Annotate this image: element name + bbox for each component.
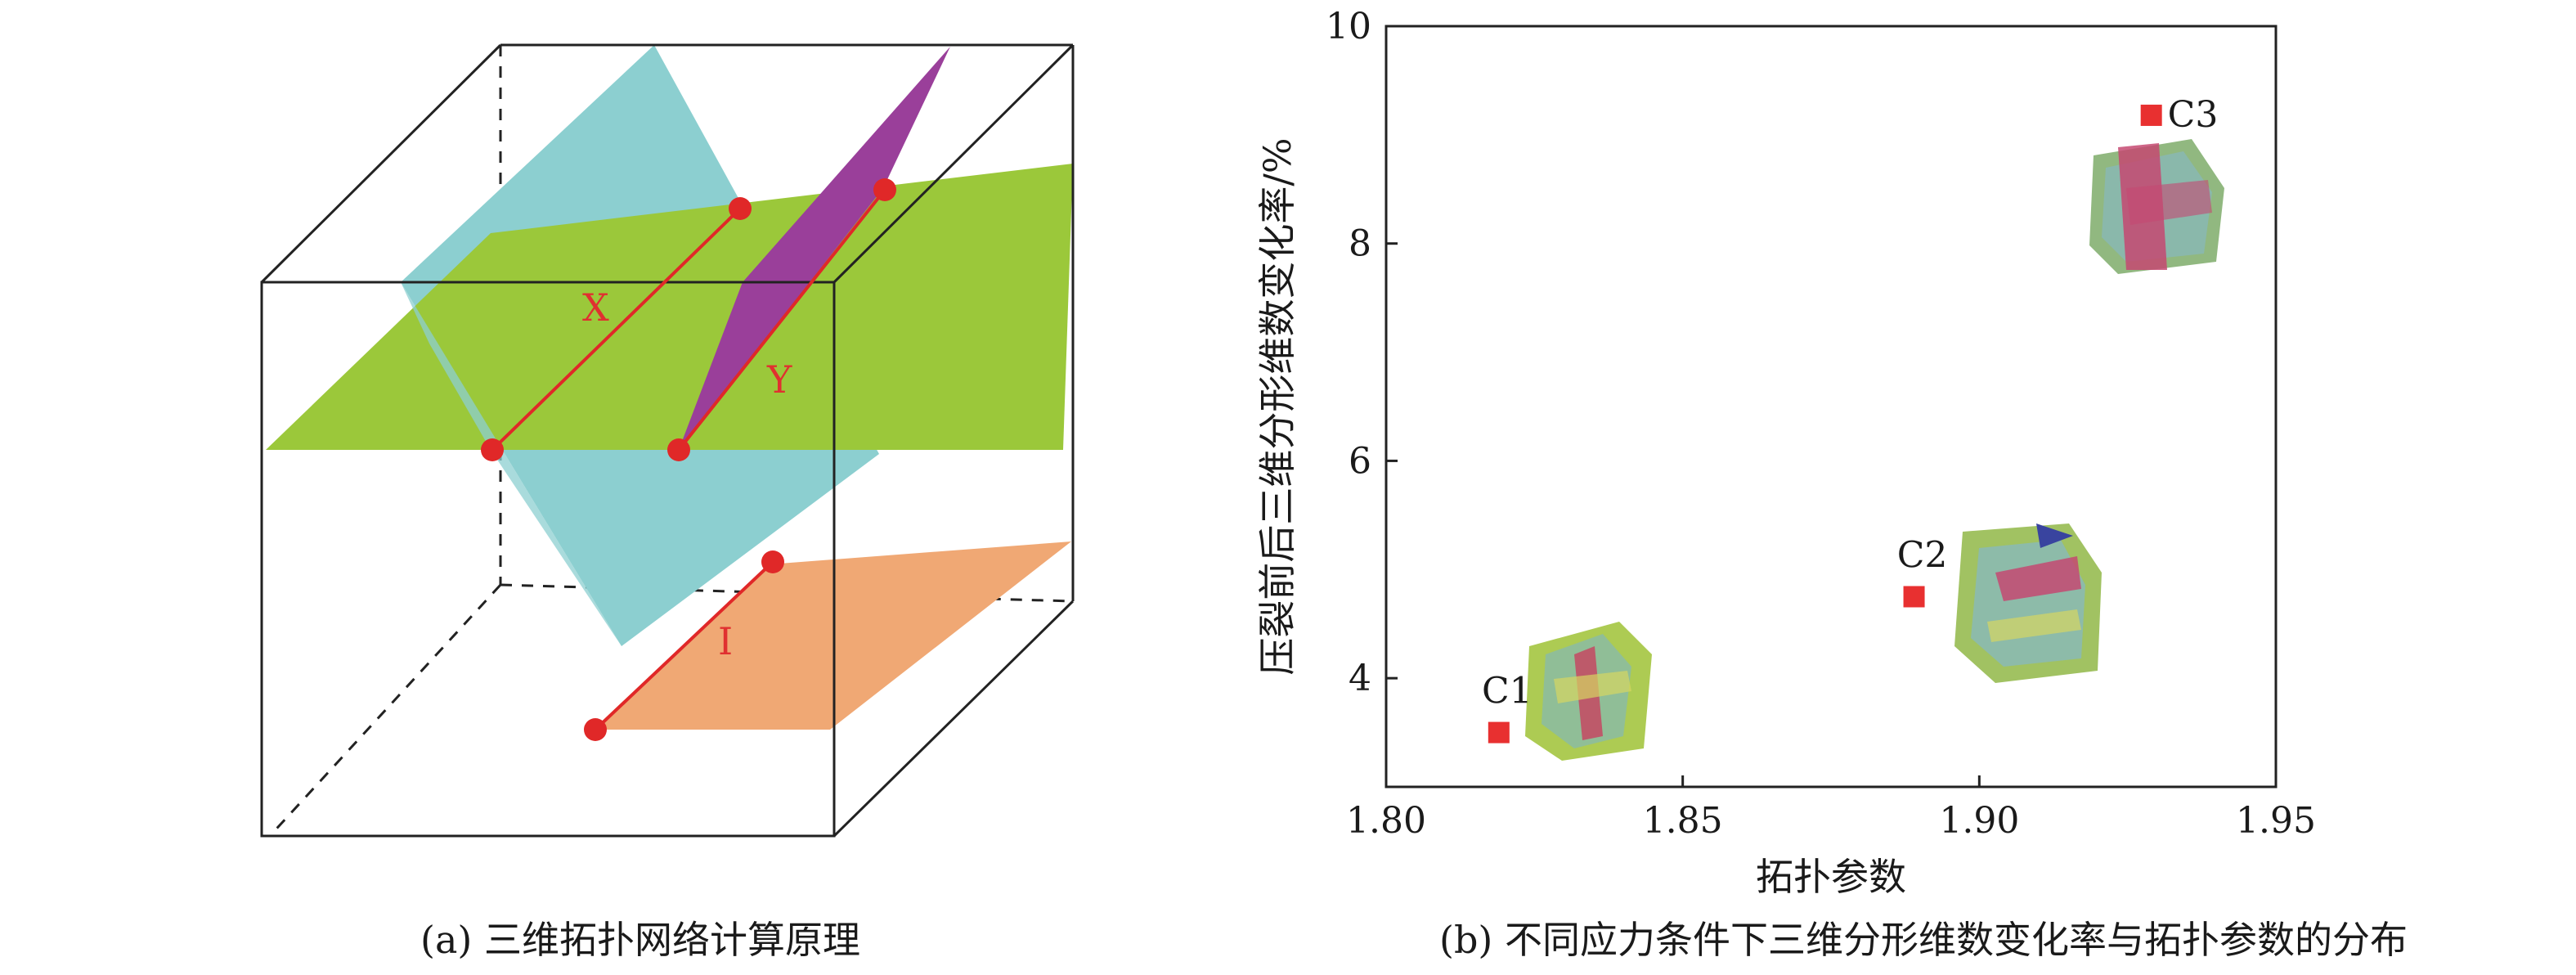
scatter-point-c2 — [1903, 586, 1925, 608]
x-tick-label: 1.80 — [1346, 800, 1426, 842]
panel-b-chart: 4 6 8 10 1.80 1.85 1.90 1.95 C1 C2 C3 拓扑参数 压裂前后三… — [1255, 6, 2316, 899]
orange-plane — [593, 541, 1071, 730]
node — [584, 718, 607, 741]
panel-a-diagram: X Y I — [260, 43, 1075, 838]
plot-frame — [1384, 25, 2278, 789]
caption-b: (b) 不同应力条件下三维分形维数变化率与拓扑参数的分布 — [1439, 918, 2408, 962]
scatter-points: C1 C2 C3 — [1482, 94, 2218, 744]
cyan-plane-front — [401, 282, 622, 646]
caption-a: (a) 三维拓扑网络计算原理 — [420, 918, 860, 962]
cube-edges — [260, 43, 1075, 838]
topology-lines — [491, 188, 886, 731]
node — [873, 178, 896, 201]
green-plane — [266, 164, 1073, 450]
node — [729, 197, 752, 220]
y-tick-label: 10 — [1326, 6, 1371, 47]
x-axis-label: 拓扑参数 — [1756, 855, 1906, 899]
point-label-c3: C3 — [2168, 94, 2219, 136]
node — [667, 438, 690, 461]
line-i — [594, 560, 774, 731]
label-x: X — [582, 285, 609, 330]
point-label-c1: C1 — [1482, 671, 1533, 712]
line-x — [491, 207, 742, 452]
line-y — [677, 188, 886, 452]
node — [761, 550, 784, 573]
x-tick-label: 1.95 — [2236, 800, 2316, 842]
thumbnail-c1 — [1525, 622, 1652, 761]
x-tick-label: 1.90 — [1939, 800, 2019, 842]
y-axis-label: 压裂前后三维分形维数变化率/% — [1255, 137, 1299, 675]
scatter-point-c1 — [1488, 721, 1510, 744]
thumbnail-c2 — [1954, 523, 2102, 683]
label-y: Y — [766, 357, 792, 402]
y-tick-label: 8 — [1349, 223, 1371, 265]
scatter-point-c3 — [2140, 104, 2162, 126]
topology-nodes — [481, 178, 896, 741]
label-i: I — [718, 619, 733, 663]
y-axis: 4 6 8 10 — [1326, 6, 1398, 699]
node — [481, 438, 504, 461]
purple-plane — [679, 47, 950, 450]
x-axis: 1.80 1.85 1.90 1.95 — [1346, 775, 2316, 842]
y-tick-label: 4 — [1349, 658, 1371, 699]
x-tick-label: 1.85 — [1643, 800, 1723, 842]
thumbnail-c3 — [2089, 139, 2224, 274]
point-label-c2: C2 — [1897, 535, 1948, 577]
y-tick-label: 6 — [1349, 440, 1371, 482]
